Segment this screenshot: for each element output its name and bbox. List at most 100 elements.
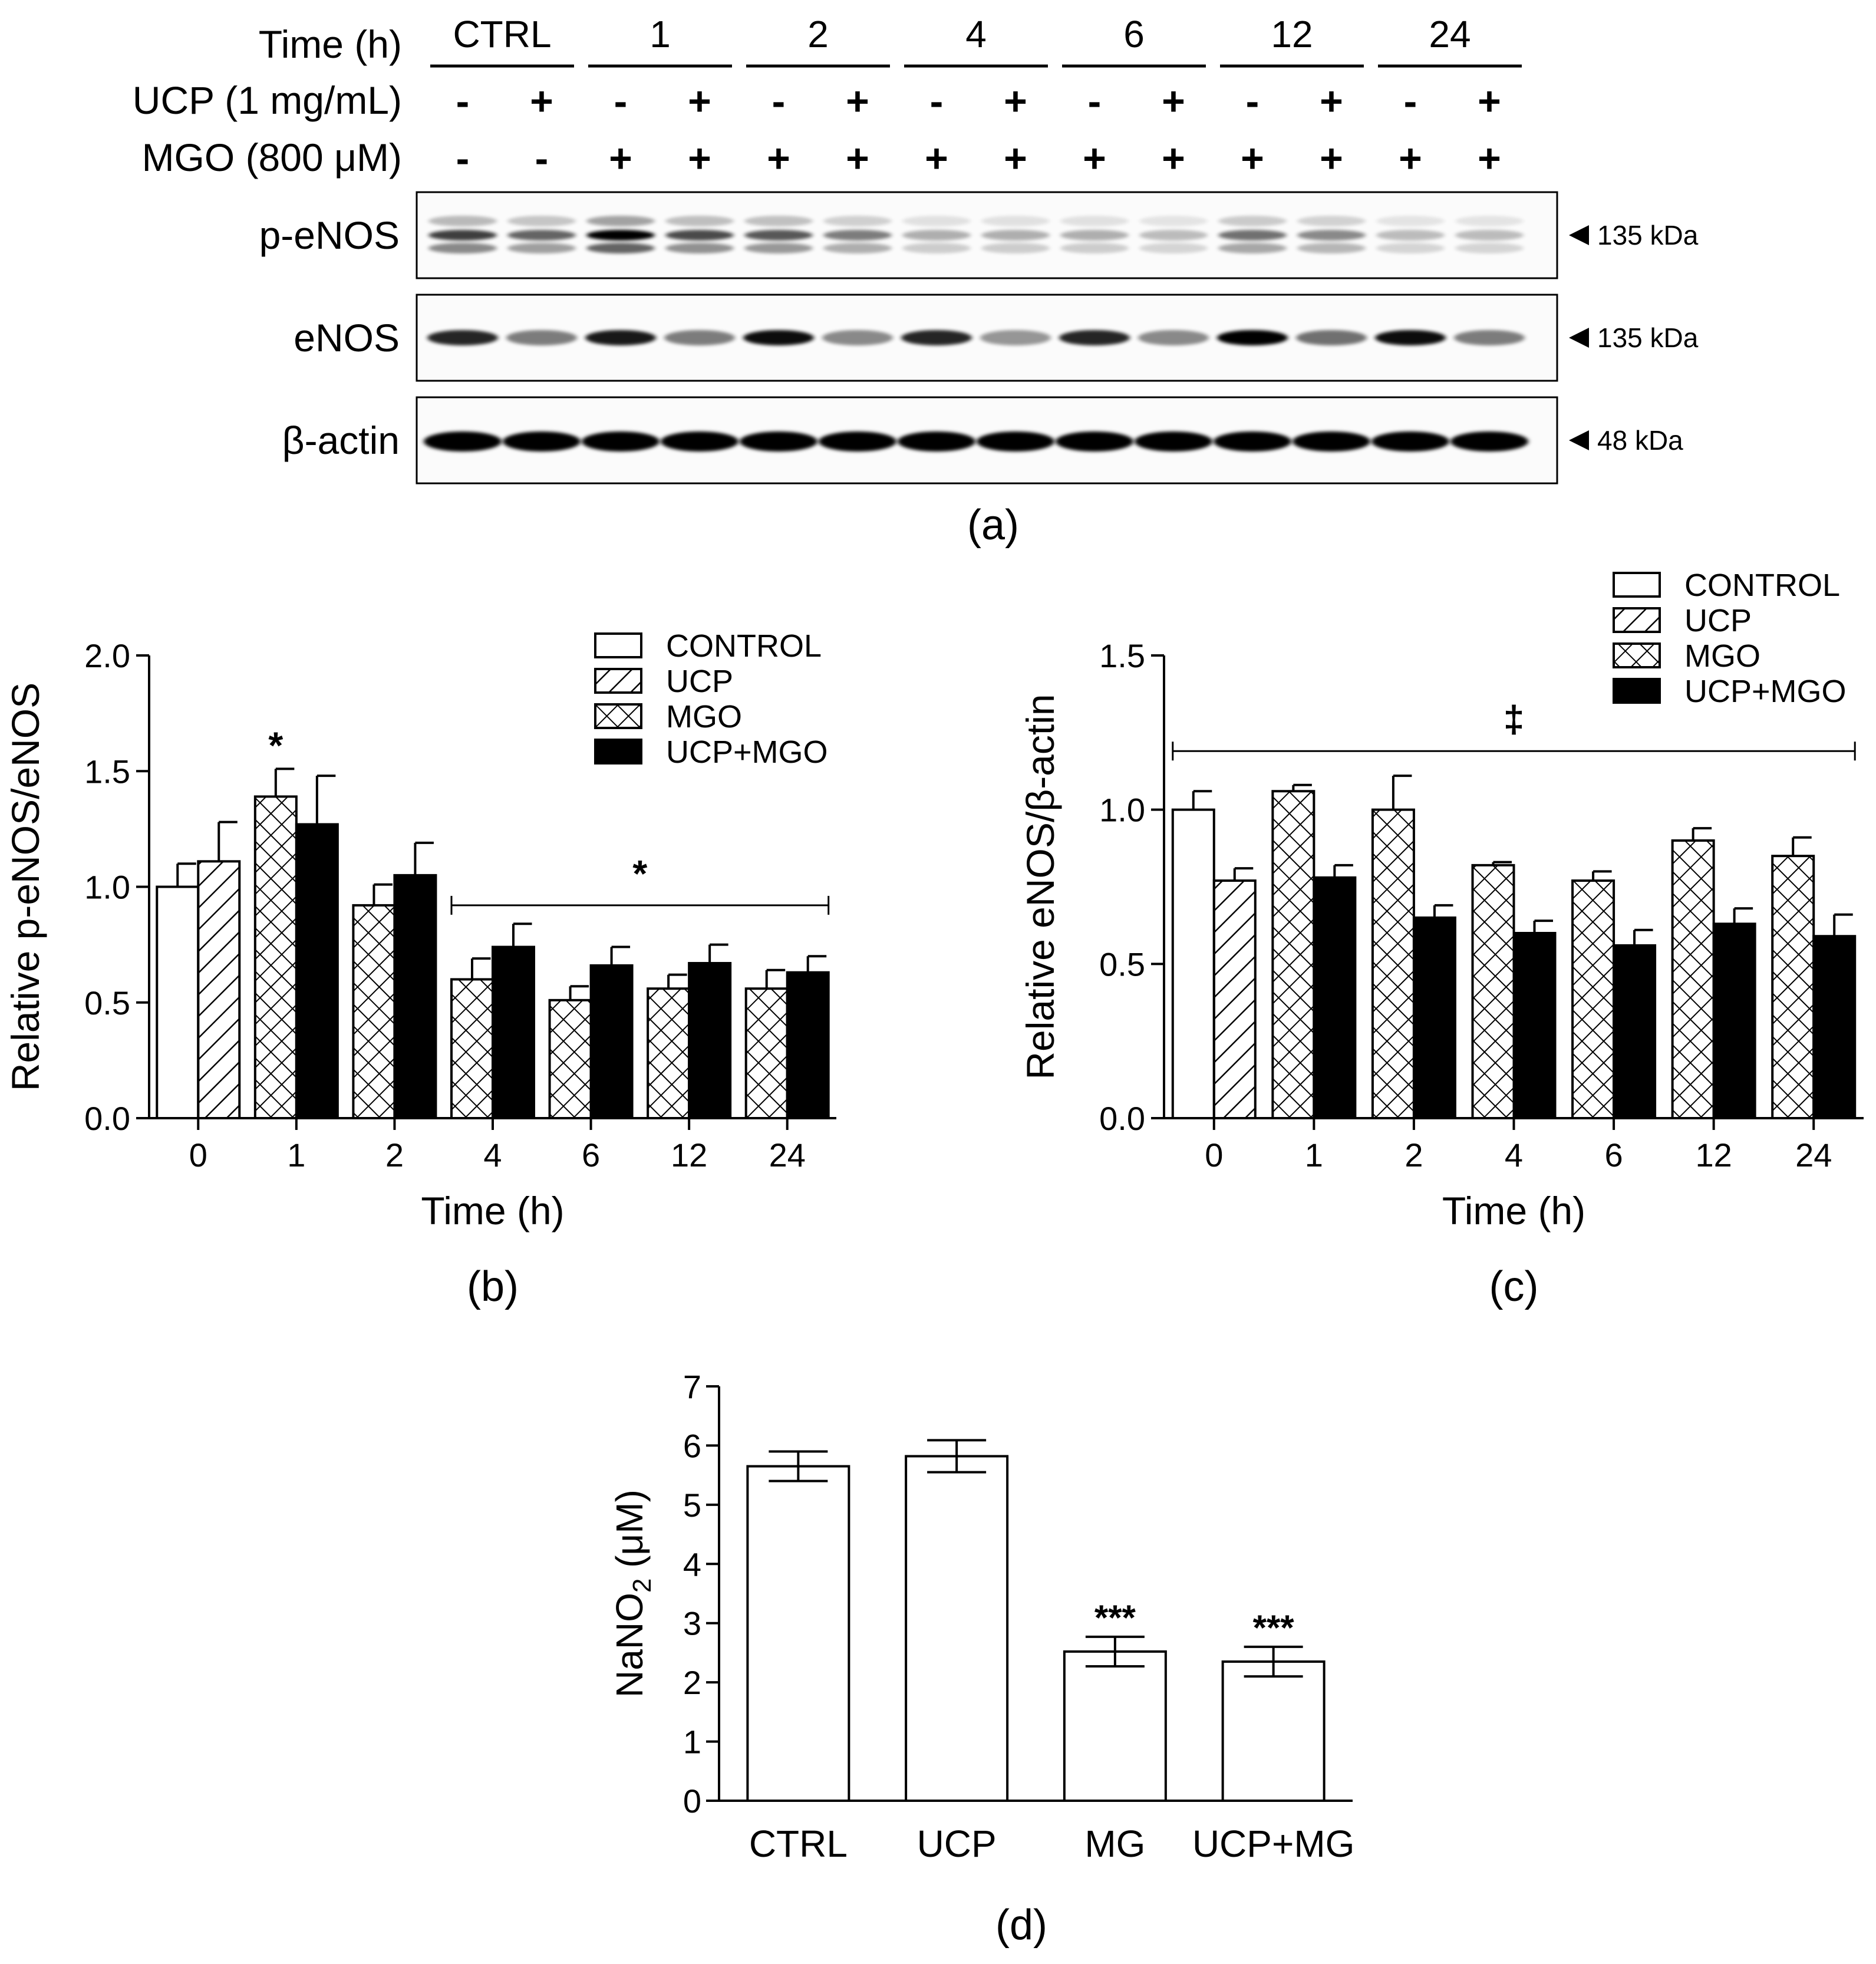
mgo-sign: - [456, 136, 470, 181]
x-tick-label: 4 [1505, 1136, 1523, 1174]
bar [1313, 876, 1357, 1120]
bar [393, 874, 437, 1119]
x-axis-label: Time (h) [1442, 1189, 1585, 1233]
legend-swatch [594, 739, 642, 764]
ucp-sign: - [456, 79, 470, 124]
ucp-row-label: UCP (1 mg/mL) [133, 78, 402, 122]
blot-band [981, 230, 1050, 240]
x-tick-label: MG [1084, 1823, 1145, 1865]
blot-band [980, 330, 1051, 345]
time-group-label: 6 [1123, 13, 1145, 55]
blot-band [507, 230, 576, 240]
ucp-sign: - [772, 79, 786, 124]
x-tick-label: 1 [1305, 1136, 1323, 1174]
blot-band [1376, 230, 1445, 240]
bar [1771, 855, 1815, 1119]
blot-band [744, 216, 813, 226]
blot-band [428, 243, 497, 253]
significance-marker: * [632, 852, 647, 895]
bar [156, 885, 200, 1119]
x-tick-label: 6 [582, 1136, 600, 1174]
blot-band [1218, 216, 1287, 226]
y-tick-label: 0.5 [84, 984, 130, 1021]
time-group-label: 4 [965, 13, 987, 55]
blot-band [1454, 330, 1525, 345]
bar [1471, 864, 1515, 1120]
blot-band [1455, 216, 1524, 226]
legend-swatch [1613, 607, 1661, 633]
bar [352, 904, 396, 1120]
blot-band [823, 216, 892, 226]
blot-band [744, 243, 813, 253]
x-tick-label: 4 [483, 1136, 502, 1174]
panel-a-western-blot: Time (h) UCP (1 mg/mL) MGO (800 μM) CTRL… [133, 13, 1699, 549]
x-tick-label: 0 [189, 1136, 207, 1174]
blot-band [1060, 230, 1129, 240]
legend-swatch [1613, 572, 1661, 598]
blot-band [744, 230, 813, 240]
y-tick-label: 1.0 [84, 869, 130, 906]
blot-band [1218, 230, 1287, 240]
blot-band [1371, 431, 1449, 452]
blot-band [822, 330, 893, 345]
blot-band [503, 431, 581, 452]
blot-band [585, 330, 656, 345]
mgo-sign: + [688, 136, 711, 181]
molecular-weight-label: 135 kDa [1597, 220, 1699, 251]
y-tick-label: 0 [683, 1782, 701, 1820]
marker-arrow [1569, 328, 1589, 348]
bar [253, 795, 298, 1120]
y-tick-label: 2 [683, 1664, 701, 1701]
time-group-label: 2 [807, 13, 829, 55]
blot-band [507, 216, 576, 226]
ucp-sign: - [614, 79, 628, 124]
blot-band [664, 330, 735, 345]
y-tick-label: 0.5 [1099, 945, 1145, 983]
blot-band [1375, 330, 1446, 345]
y-tick-label: 4 [683, 1546, 701, 1583]
bar [492, 945, 535, 1120]
blot-band [1455, 243, 1524, 253]
y-tick-label: 6 [683, 1427, 701, 1464]
legend-label: UCP [666, 664, 733, 699]
bar [1712, 922, 1756, 1120]
x-tick-label: 24 [769, 1136, 806, 1174]
y-tick-label: 2.0 [84, 637, 130, 674]
blot-band [1135, 431, 1212, 452]
blot-band [1450, 431, 1528, 452]
time-group-headers: CTRL 1 2 4 6 12 24 [430, 13, 1522, 68]
ucp-sign: - [1404, 79, 1417, 124]
blot-band [428, 216, 497, 226]
bar [1271, 790, 1315, 1120]
ucp-sign: + [1320, 79, 1343, 124]
blot-band [1376, 243, 1445, 253]
x-tick-label: 0 [1205, 1136, 1223, 1174]
blot-band [902, 216, 971, 226]
blot-band [586, 230, 655, 240]
blot-band [507, 243, 576, 253]
blot-band [1214, 431, 1291, 452]
bar [1613, 944, 1657, 1120]
blot-band [902, 230, 971, 240]
bar [786, 971, 830, 1119]
blot-band [823, 230, 892, 240]
blot-band [1139, 230, 1208, 240]
bar [1212, 879, 1257, 1119]
bar [647, 987, 691, 1119]
mgo-sign: + [609, 136, 632, 181]
x-tick-label: 2 [1404, 1136, 1423, 1174]
panel-caption: (d) [995, 1902, 1047, 1949]
bar [1063, 1650, 1167, 1802]
x-tick-label: UCP [917, 1823, 997, 1865]
ucp-sign: + [846, 79, 869, 124]
y-tick-label: 1.5 [1099, 637, 1145, 674]
legend-label: CONTROL [666, 628, 822, 664]
mgo-sign: + [925, 136, 948, 181]
x-tick-label: CTRL [749, 1823, 848, 1865]
blot-band [981, 243, 1050, 253]
panel-d-nitrite-chart: 0 1 2 3 4 5 6 7 CTRL UCP *** MG *** UCP+MG NaNO2 (μM) (… [608, 1368, 1354, 1949]
panel-caption: (c) [1489, 1263, 1539, 1310]
bar [1412, 916, 1456, 1120]
